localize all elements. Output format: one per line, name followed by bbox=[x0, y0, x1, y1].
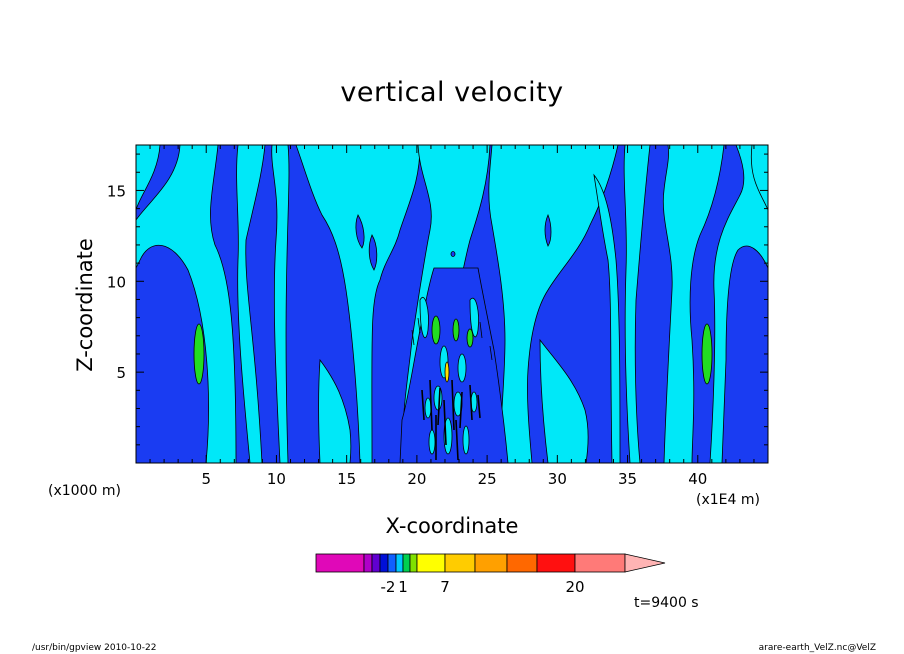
x-unit-right: (x1E4 m) bbox=[696, 492, 760, 508]
axis-tick-labels: 5 10 15 20 25 30 35 40 5 10 15 bbox=[107, 182, 707, 488]
colorbar-tick-label: 7 bbox=[440, 578, 450, 596]
colorbar-swatch bbox=[363, 553, 373, 573]
x-unit-left: (x1000 m) bbox=[48, 483, 121, 499]
y-tick-label: 10 bbox=[107, 273, 126, 291]
x-tick-label: 30 bbox=[548, 470, 567, 488]
colorbar-tick-label: 1 bbox=[398, 578, 408, 596]
footer-left: /usr/bin/gpview 2010-10-22 bbox=[32, 643, 157, 653]
colorbar-swatch bbox=[574, 553, 626, 573]
time-label: t=9400 s bbox=[634, 595, 699, 611]
contour-field bbox=[136, 145, 768, 463]
colorbar-extend-arrow bbox=[624, 553, 666, 573]
light-regions bbox=[136, 145, 768, 463]
colorbar-swatch bbox=[506, 553, 538, 573]
x-tick-label: 15 bbox=[337, 470, 356, 488]
x-tick-label: 35 bbox=[618, 470, 637, 488]
central-turbulence bbox=[399, 267, 509, 463]
x-tick-label: 5 bbox=[201, 470, 211, 488]
footer-right: arare-earth_VelZ.nc@VelZ bbox=[758, 643, 876, 653]
colorbar-tick-label: -2 bbox=[381, 578, 396, 596]
axes-frame bbox=[135, 144, 769, 464]
y-axis-label: Z-coordinate bbox=[73, 238, 97, 372]
y-tick-label: 15 bbox=[107, 182, 126, 200]
colorbar bbox=[315, 553, 666, 573]
colorbar-swatch bbox=[444, 553, 476, 573]
colorbar-swatch bbox=[474, 553, 508, 573]
x-tick-label: 25 bbox=[478, 470, 497, 488]
x-tick-label: 10 bbox=[267, 470, 286, 488]
colorbar-swatch bbox=[416, 553, 446, 573]
chart-title: vertical velocity bbox=[340, 77, 564, 108]
x-tick-label: 20 bbox=[407, 470, 426, 488]
positive-lobes bbox=[193, 323, 713, 385]
colorbar-swatch bbox=[387, 553, 397, 573]
colorbar-labels: -2 1 7 20 bbox=[381, 578, 585, 596]
dark-pockets bbox=[355, 213, 552, 271]
y-tick-label: 5 bbox=[116, 364, 126, 382]
colorbar-swatch bbox=[409, 553, 418, 573]
colorbar-tick-label: 20 bbox=[565, 578, 584, 596]
x-axis-label: X-coordinate bbox=[385, 514, 519, 538]
colorbar-swatch bbox=[536, 553, 576, 573]
x-tick-label: 40 bbox=[688, 470, 707, 488]
colorbar-swatch bbox=[402, 553, 411, 573]
colorbar-swatch bbox=[379, 553, 389, 573]
colorbar-swatch bbox=[315, 553, 365, 573]
colorbar-swatch bbox=[371, 553, 381, 573]
axis-ticks bbox=[136, 145, 768, 463]
colorbar-swatch bbox=[395, 553, 404, 573]
